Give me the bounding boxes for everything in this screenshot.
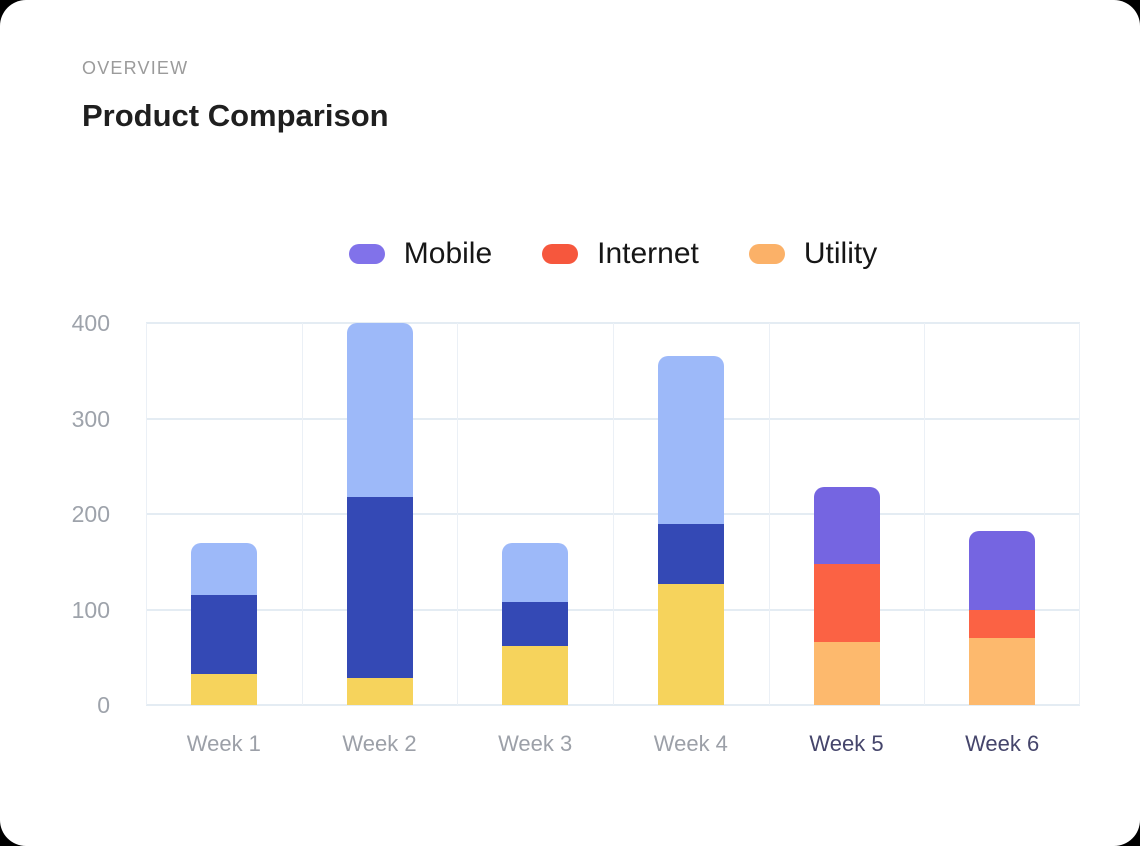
y-axis-label-300: 300 xyxy=(71,405,110,432)
y-axis-label-0: 0 xyxy=(97,692,110,718)
gridline-x-5 xyxy=(924,323,926,705)
week-3-light-blue-segment[interactable] xyxy=(502,542,569,602)
week-6-utility-segment[interactable] xyxy=(969,638,1036,705)
week-4-yellow-segment[interactable] xyxy=(657,583,724,705)
legend-item-mobile[interactable]: Mobile xyxy=(348,237,493,271)
week-5-utility-segment[interactable] xyxy=(813,641,880,705)
gridline-x-6 xyxy=(1079,323,1080,705)
week-5-mobile-segment[interactable] xyxy=(813,487,880,564)
week-4-light-blue-segment[interactable] xyxy=(657,356,724,524)
week-1-dark-blue-segment[interactable] xyxy=(190,595,257,675)
bar-week-1 xyxy=(190,323,257,705)
gridline-y-0 xyxy=(146,704,1080,706)
bar-week-6 xyxy=(969,323,1036,705)
x-axis-label-week-1: Week 1 xyxy=(186,731,261,756)
legend-label: Mobile xyxy=(403,237,493,270)
x-axis-label-week-4: Week 4 xyxy=(653,731,728,756)
gridline-x-1 xyxy=(301,323,303,705)
week-1-yellow-segment[interactable] xyxy=(190,674,257,705)
internet-legend-swatch-icon xyxy=(542,244,579,264)
week-2-light-blue-segment[interactable] xyxy=(346,323,413,497)
week-6-internet-segment[interactable] xyxy=(969,609,1036,639)
chart-legend: Mobile Internet Utility xyxy=(146,237,1080,271)
stacked-bar-chart: 0 100 200 300 400 Week 1 Week 2 Week 3 Week 4 Wee… xyxy=(72,310,1080,756)
week-4-dark-blue-segment[interactable] xyxy=(657,523,724,584)
x-axis-label-week-2: Week 2 xyxy=(342,731,417,756)
week-2-dark-blue-segment[interactable] xyxy=(346,496,413,679)
page-title: Product Comparison xyxy=(82,98,389,133)
week-1-light-blue-segment[interactable] xyxy=(190,542,257,596)
gridline-x-0 xyxy=(146,323,147,705)
x-axis-label-week-5: Week 5 xyxy=(809,731,884,756)
bar-week-3 xyxy=(502,323,569,705)
legend-item-utility[interactable]: Utility xyxy=(748,237,878,271)
utility-legend-swatch-icon xyxy=(748,244,785,264)
legend-label: Internet xyxy=(597,237,699,270)
x-axis-label-week-6: Week 6 xyxy=(965,731,1040,756)
bar-week-5 xyxy=(813,323,880,705)
week-2-yellow-segment[interactable] xyxy=(346,678,413,705)
bar-week-4 xyxy=(657,323,724,705)
y-axis-label-400: 400 xyxy=(71,310,110,336)
week-6-mobile-segment[interactable] xyxy=(969,531,1036,610)
gridline-x-4 xyxy=(768,323,770,705)
overview-label: OVERVIEW xyxy=(82,58,189,78)
week-3-yellow-segment[interactable] xyxy=(502,645,569,705)
gridline-x-2 xyxy=(457,323,459,705)
legend-item-internet[interactable]: Internet xyxy=(542,237,699,271)
week-3-dark-blue-segment[interactable] xyxy=(502,601,569,646)
y-axis-label-100: 100 xyxy=(71,596,110,623)
gridline-x-3 xyxy=(613,323,614,705)
x-axis-label-week-3: Week 3 xyxy=(498,731,573,756)
legend-label: Utility xyxy=(803,237,878,270)
bar-week-2 xyxy=(346,323,413,705)
y-axis-label-200: 200 xyxy=(71,501,110,527)
week-5-internet-segment[interactable] xyxy=(813,563,880,642)
mobile-legend-swatch-icon xyxy=(348,244,385,264)
